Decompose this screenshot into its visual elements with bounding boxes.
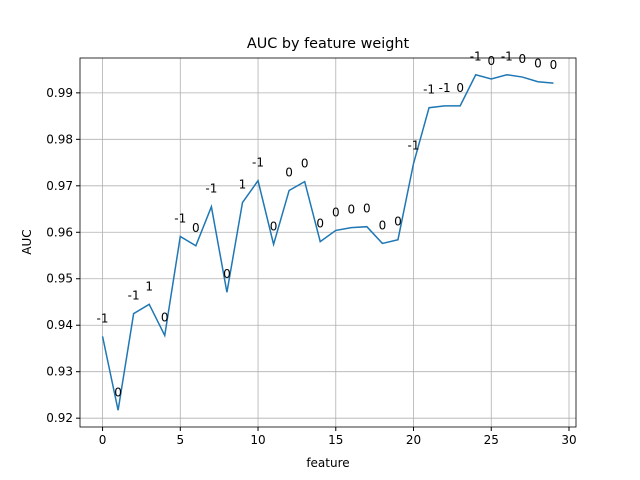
annotation: 0 [550,58,558,72]
x-axis-label: feature [306,456,349,470]
annotation: 0 [270,219,278,233]
annotation: 0 [301,157,309,171]
annotation: 0 [379,218,387,232]
x-tick-label: 30 [561,433,576,447]
annotation: -1 [408,138,420,152]
annotation: -1 [97,311,109,325]
y-tick-label: 0.95 [46,272,73,286]
x-tick-label: 25 [484,433,499,447]
y-tick-label: 0.93 [46,365,73,379]
annotation: -1 [423,83,435,97]
x-tick-label: 20 [406,433,421,447]
annotation: -1 [501,50,513,64]
annotation: 0 [394,215,402,229]
y-axis-label: AUC [20,229,34,254]
plot-frame [79,57,577,428]
annotation: 0 [285,165,293,179]
line [101,73,554,411]
annotation: 0 [316,217,324,231]
x-tick-label: 15 [328,433,343,447]
annotation: 0 [487,54,495,68]
annotation: 0 [456,81,464,95]
annotation: -1 [174,211,186,225]
annotation: 0 [223,267,231,281]
annotation: -1 [470,50,482,64]
y-tick-label: 0.96 [46,225,73,239]
annotation: 0 [363,202,371,216]
x-tick-label: 0 [99,433,107,447]
annotation: 0 [332,205,340,219]
annotation: 1 [145,279,153,293]
annotation: 0 [519,52,527,66]
chart-title: AUC by feature weight [247,36,410,52]
annotation: -1 [252,156,264,170]
y-tick-label: 0.98 [46,132,73,146]
annotation: -1 [439,81,451,95]
annotation: 0 [161,310,169,324]
annotation: 1 [239,178,247,192]
y-tick-label: 0.97 [46,179,73,193]
x-tick-label: 10 [250,433,265,447]
x-tick-label: 5 [176,433,184,447]
annotation: -1 [128,289,140,303]
annotation: -1 [205,182,217,196]
annotation: 0 [348,203,356,217]
annotation: 0 [114,385,122,399]
annotation: 0 [192,221,200,235]
y-tick-label: 0.94 [46,318,73,332]
y-tick-label: 0.92 [46,411,73,425]
y-tick-label: 0.99 [46,86,73,100]
annotation: 0 [534,57,542,71]
